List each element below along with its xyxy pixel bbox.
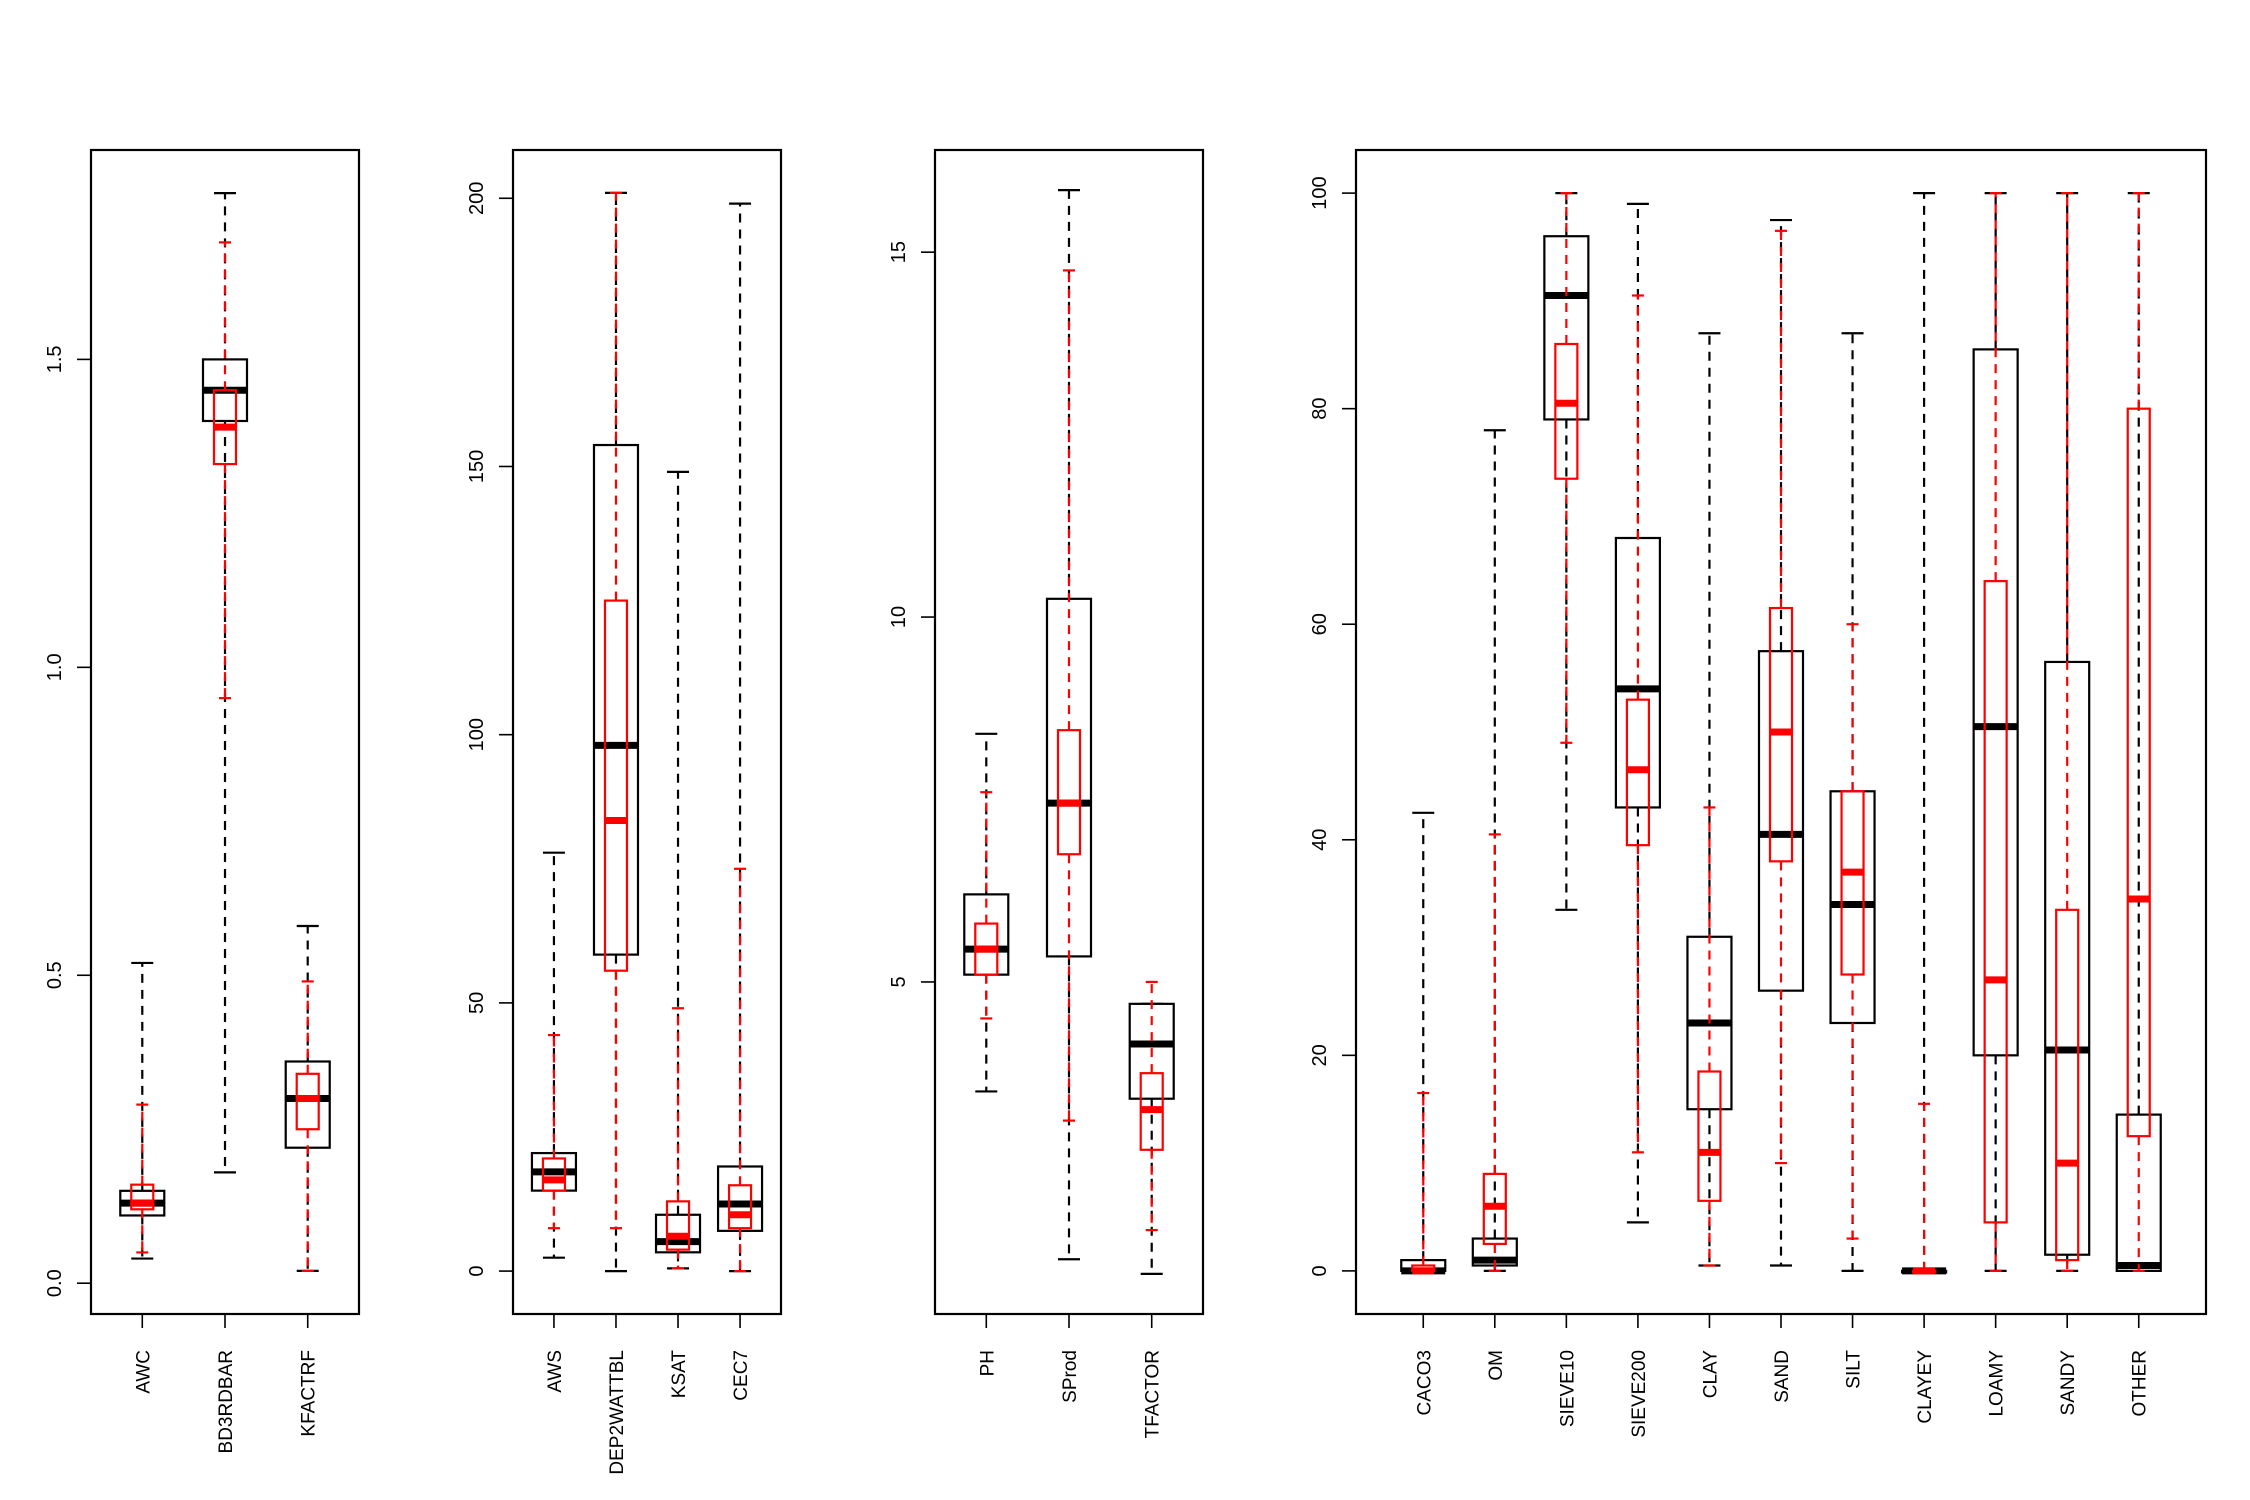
x-tick-label-caco3: CACO3: [1414, 1350, 1435, 1415]
x-tick-label-om: OM: [1486, 1350, 1507, 1381]
y-tick-label: 80: [1309, 398, 1331, 420]
box-silt: [1829, 332, 1876, 1272]
y-tick-label: 1.0: [44, 653, 66, 681]
x-tick-label-loamy: LOAMY: [1987, 1350, 2008, 1417]
iqr-box: [665, 1200, 691, 1251]
y-tick-label: 5: [888, 976, 910, 987]
red-series: [1411, 192, 2151, 1275]
x-tick-label-clay: CLAY: [1700, 1350, 1721, 1399]
iqr-box: [541, 1157, 567, 1192]
iqr-box: [2055, 908, 2080, 1262]
y-tick-label: 200: [466, 182, 488, 215]
box-sprod: [1056, 269, 1082, 1122]
red-series: [974, 269, 1164, 1232]
y-tick-label: 20: [1309, 1044, 1331, 1066]
box-tfactor: [1128, 1002, 1175, 1275]
box-awc: [130, 1103, 155, 1254]
iqr-box: [592, 443, 640, 956]
x-tick-label-aws: AWS: [545, 1350, 566, 1393]
box-aws: [541, 1033, 567, 1230]
box-sieve200: [1625, 294, 1651, 1154]
iqr-box: [1757, 650, 1805, 992]
iqr-box: [1972, 348, 2019, 1057]
boxplot-panel-2: 0 50 100 150 200 AWS DEP2WATTBL KSAT CEC7: [466, 148, 783, 1475]
boxplot-panel-4: 0 20 40 60 80 100 CACO3 OM SIEVE10 SIEVE200 CLAY SA…: [1309, 148, 2208, 1438]
box-silt: [1840, 623, 1865, 1240]
x-tick-label-awc: AWC: [133, 1350, 154, 1394]
x-tick-label-sieve200: SIEVE200: [1629, 1350, 1650, 1438]
box-cec7: [716, 202, 764, 1273]
x-tick-label-dep2wattbl: DEP2WATTBL: [607, 1350, 628, 1475]
x-tick-label-sandy: SANDY: [2058, 1350, 2079, 1416]
x-tick-label-tfactor: TFACTOR: [1143, 1350, 1164, 1438]
box-dep2wattbl: [603, 191, 629, 1230]
x-tick-label-other: OTHER: [2130, 1350, 2151, 1417]
plot-frame: [511, 148, 783, 1316]
box-clayey: [1911, 1102, 1937, 1275]
x-tick-label-silt: SILT: [1844, 1350, 1865, 1389]
box-ph: [963, 732, 1010, 1093]
y-tick-label: 150: [466, 450, 488, 483]
box-ksat: [665, 1007, 691, 1270]
box-kfactrf: [295, 980, 320, 1272]
box-clay: [1686, 332, 1733, 1267]
x-tick-label-cec7: CEC7: [731, 1350, 752, 1401]
y-tick-label: 40: [1309, 829, 1331, 851]
iqr-box: [1983, 580, 2008, 1224]
iqr-box: [1056, 729, 1082, 856]
box-bd3rdbar: [212, 241, 238, 700]
iqr-box: [1697, 1070, 1722, 1202]
x-tick-label-sprod: SProd: [1060, 1350, 1081, 1403]
iqr-box: [727, 1184, 753, 1230]
box-sand: [1768, 229, 1794, 1165]
box-caco3: [1411, 1091, 1436, 1275]
y-tick-label: 0.0: [44, 1269, 66, 1297]
box-ph: [974, 791, 999, 1020]
box-other: [2126, 192, 2151, 1272]
x-tick-label-sand: SAND: [1772, 1350, 1793, 1403]
iqr-box: [963, 893, 1010, 976]
red-series: [130, 241, 320, 1272]
box-caco3: [1400, 811, 1447, 1275]
iqr-box: [1840, 790, 1865, 976]
y-tick-label: 0: [466, 1266, 488, 1277]
red-series: [541, 191, 753, 1273]
y-tick-label: 0: [1309, 1265, 1331, 1276]
box-sandy: [2055, 192, 2080, 1272]
y-tick-label: 1.5: [44, 345, 66, 373]
black-series: [530, 191, 764, 1273]
boxplot-panel-1: 0.0 0.5 1.0 1.5 AWC BD3RDBAR KFACTRF: [44, 148, 361, 1453]
x-tick-label-ksat: KSAT: [669, 1350, 690, 1399]
box-loamy: [1983, 192, 2008, 1272]
iqr-box: [1554, 342, 1579, 480]
x-tick-label-bd3rdbar: BD3RDBAR: [216, 1350, 237, 1453]
y-tick-label: 50: [466, 992, 488, 1014]
boxplot-panel-3: 5 10 15 PH SProd TFACTOR: [888, 148, 1205, 1438]
y-tick-label: 60: [1309, 613, 1331, 635]
y-tick-label: 100: [466, 718, 488, 751]
x-tick-label-ph: PH: [977, 1350, 998, 1376]
iqr-box: [603, 599, 629, 972]
x-tick-label-sieve10: SIEVE10: [1557, 1350, 1578, 1427]
x-tick-label-kfactrf: KFACTRF: [299, 1350, 320, 1437]
y-tick-label: 0.5: [44, 961, 66, 989]
box-cec7: [727, 867, 753, 1273]
y-tick-label: 15: [888, 241, 910, 263]
iqr-box: [716, 1165, 764, 1232]
y-tick-label: 10: [888, 606, 910, 628]
iqr-box: [130, 1183, 155, 1211]
y-tick-label: 100: [1309, 176, 1331, 209]
iqr-box: [2126, 407, 2151, 1138]
box-clay: [1697, 806, 1722, 1267]
box-sieve10: [1554, 192, 1579, 744]
box-tfactor: [1139, 980, 1164, 1232]
x-tick-label-clayey: CLAYEY: [1915, 1350, 1936, 1424]
box-om: [1482, 833, 1507, 1272]
